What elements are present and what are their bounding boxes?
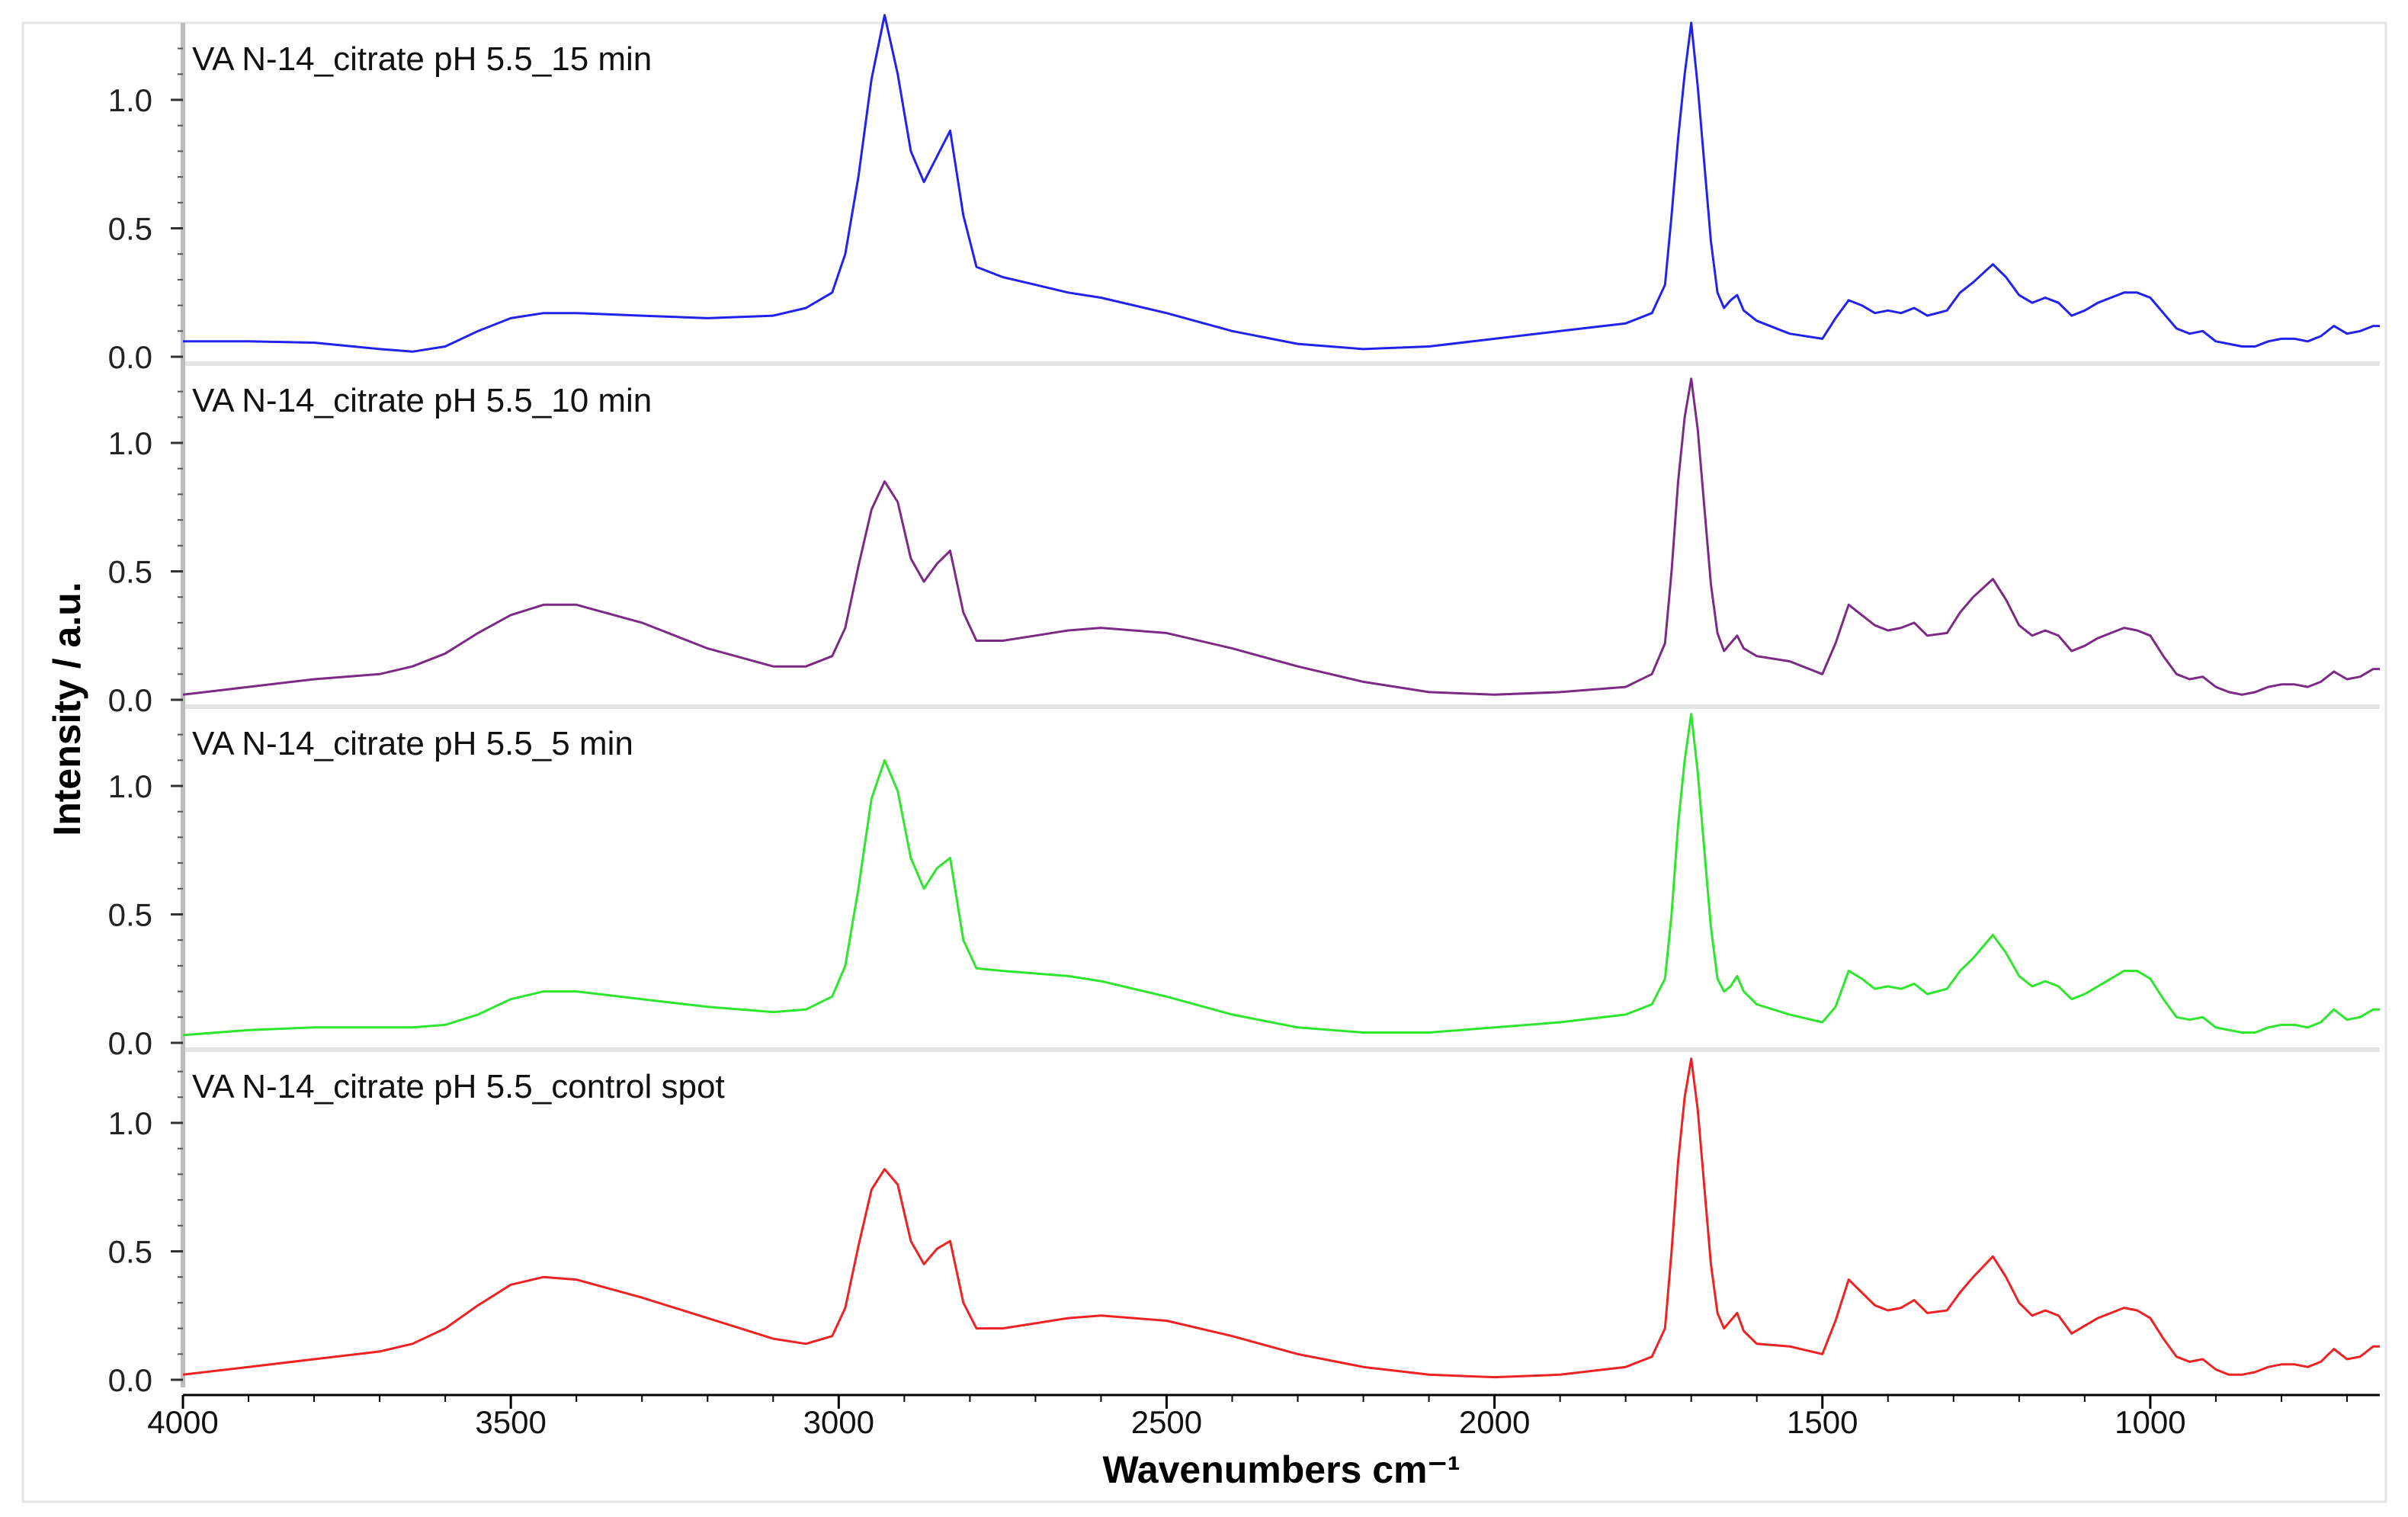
spectrum-line — [182, 713, 2380, 1037]
y-tick-label: 1.0 — [108, 82, 152, 118]
y-axis-label: Intensity / a.u. — [46, 582, 88, 835]
x-tick-label: 4000 — [147, 1404, 218, 1440]
y-tick-label: 0.0 — [108, 339, 152, 375]
spectra-panels: 0.00.51.0VA N-14_citrate pH 5.5_15 min0.… — [108, 14, 2380, 1398]
x-axis-label: Wavenumbers cm⁻¹ — [1102, 1448, 1460, 1491]
y-tick-label: 0.5 — [108, 897, 152, 933]
panel-separator — [183, 1047, 2380, 1052]
panel-0: 0.0 0.5 1.0 VA N-14_citrate pH 5.5_15 min — [108, 14, 2380, 375]
panel-title: VA N-14_citrate pH 5.5_15 min — [192, 40, 652, 78]
spectrum-line — [182, 377, 2380, 696]
x-tick-label: 3500 — [475, 1404, 546, 1440]
y-tick-label: 1.0 — [108, 768, 152, 804]
panel-separator — [183, 704, 2380, 709]
y-tick-label: 1.0 — [108, 425, 152, 461]
panel-title: VA N-14_citrate pH 5.5_10 min — [192, 382, 652, 419]
panel-title: VA N-14_citrate pH 5.5_control spot — [192, 1068, 725, 1105]
outer-frame — [21, 21, 2387, 1503]
y-tick-label: 0.0 — [108, 1025, 152, 1061]
x-tick-label: 2500 — [1131, 1404, 1202, 1440]
y-tick-label: 0.0 — [108, 682, 152, 718]
panel-separator — [183, 361, 2380, 366]
x-axis-ticks: 4000 3500 3000 2500 2000 1500 1000 — [147, 1395, 2348, 1440]
y-tick-label: 0.5 — [108, 211, 152, 247]
x-tick-label: 1500 — [1787, 1404, 1858, 1440]
spectrum-line — [182, 1057, 2380, 1379]
spectrum-line — [183, 14, 2380, 353]
x-tick-label: 1000 — [2115, 1404, 2185, 1440]
panel-3: 0.0 0.5 1.0 VA N-14_citrate pH 5.5_control … — [108, 1050, 2380, 1398]
x-tick-label: 3000 — [803, 1404, 874, 1440]
y-tick-label: 0.0 — [108, 1362, 152, 1398]
panel-title: VA N-14_citrate pH 5.5_5 min — [192, 725, 633, 762]
x-tick-label: 2000 — [1459, 1404, 1530, 1440]
y-tick-label: 0.5 — [108, 554, 152, 590]
panel-1: 0.0 0.5 1.0 VA N-14_citrate pH 5.5_10 min — [108, 364, 2380, 718]
panel-2: 0.0 0.5 1.0 VA N-14_citrate pH 5.5_5 min — [108, 707, 2380, 1061]
y-tick-label: 1.0 — [108, 1105, 152, 1141]
y-tick-label: 0.5 — [108, 1234, 152, 1270]
